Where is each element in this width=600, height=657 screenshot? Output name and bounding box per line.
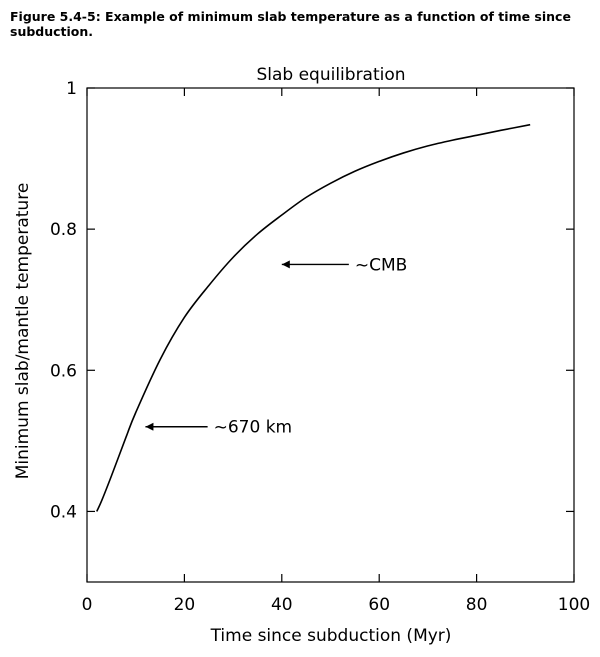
y-tick-label: 0.8: [50, 220, 77, 240]
x-tick-label: 80: [466, 595, 488, 615]
chart-title: Slab equilibration: [256, 65, 405, 85]
figure-caption: Figure 5.4-5: Example of minimum slab te…: [10, 9, 571, 39]
x-tick-label: 0: [82, 595, 93, 615]
x-tick-label: 40: [271, 595, 293, 615]
series-line: [96, 123, 531, 512]
plot-frame: [86, 87, 575, 583]
x-tick-label: 20: [174, 595, 196, 615]
y-tick-label: 1: [66, 79, 77, 99]
y-tick-label: 0.4: [50, 502, 77, 522]
x-tick-label: 60: [368, 595, 390, 615]
x-axis-label: Time since subduction (Myr): [210, 626, 452, 646]
y-axis-label: Minimum slab/mantle temperature: [13, 183, 33, 480]
annotation-label: ~670 km: [214, 418, 293, 438]
y-tick-label: 0.6: [50, 361, 77, 381]
x-tick-label: 100: [558, 595, 590, 615]
annotation-label: ~CMB: [355, 255, 407, 275]
